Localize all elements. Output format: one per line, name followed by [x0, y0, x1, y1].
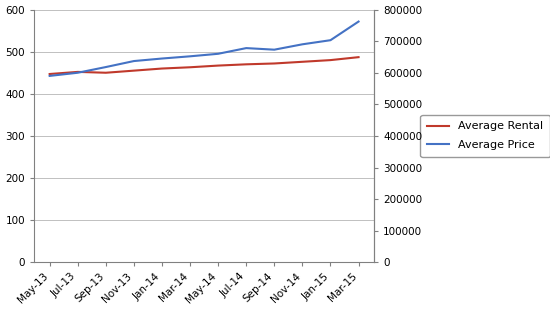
Average Rental: [159, 67, 166, 70]
Average Price: [187, 54, 194, 58]
Average Rental: [327, 58, 334, 62]
Average Price: [243, 46, 250, 50]
Average Rental: [187, 65, 194, 69]
Line: Average Rental: Average Rental: [50, 57, 359, 74]
Average Rental: [271, 62, 278, 65]
Line: Average Price: Average Price: [50, 21, 359, 76]
Average Price: [46, 74, 53, 78]
Average Rental: [355, 55, 362, 59]
Average Price: [271, 48, 278, 52]
Average Rental: [299, 60, 306, 64]
Average Price: [74, 71, 81, 75]
Average Rental: [243, 63, 250, 66]
Average Price: [215, 52, 222, 56]
Average Price: [159, 57, 166, 60]
Average Price: [327, 38, 334, 42]
Average Rental: [102, 71, 109, 75]
Average Rental: [215, 64, 222, 67]
Average Price: [355, 20, 362, 23]
Average Price: [299, 42, 306, 46]
Average Price: [130, 59, 137, 63]
Average Rental: [74, 70, 81, 74]
Average Price: [102, 65, 109, 69]
Average Rental: [46, 72, 53, 76]
Legend: Average Rental, Average Price: Average Rental, Average Price: [420, 115, 550, 157]
Average Rental: [130, 69, 137, 72]
